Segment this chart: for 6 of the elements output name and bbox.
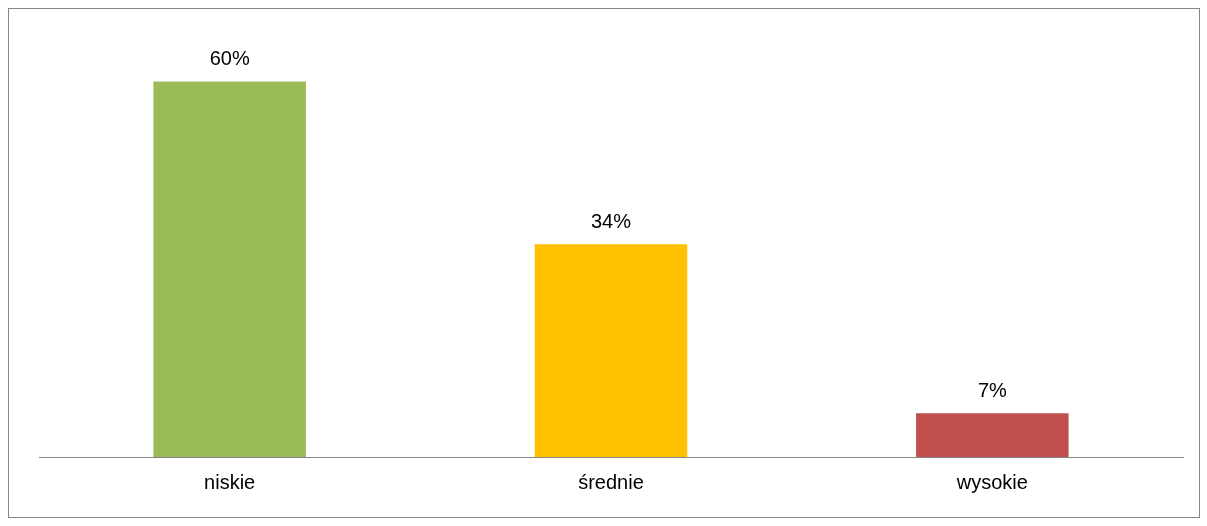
x-tick-label: wysokie	[955, 470, 1028, 493]
data-label: 60%	[209, 47, 250, 70]
data-label: 34%	[590, 209, 632, 232]
x-tick-label: średnie	[578, 470, 644, 493]
x-tick-label: niskie	[204, 470, 256, 493]
data-label: 7%	[977, 378, 1007, 401]
